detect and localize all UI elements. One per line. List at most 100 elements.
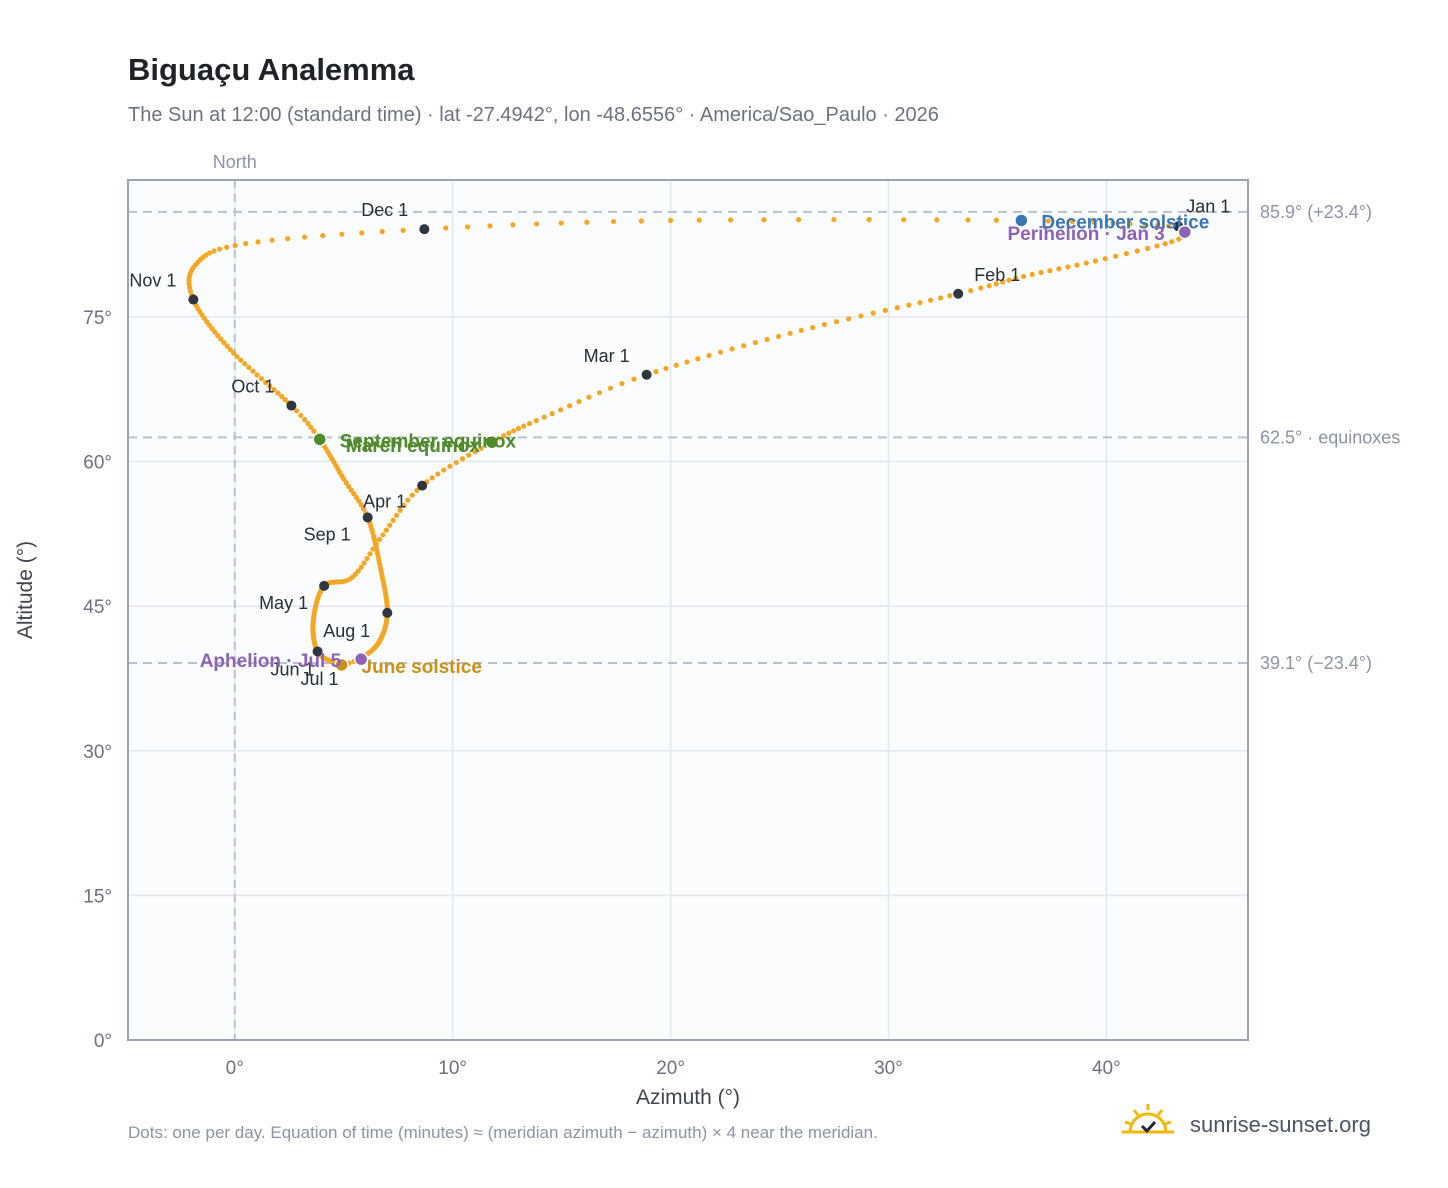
day-dot — [968, 288, 974, 294]
day-dot — [965, 217, 971, 223]
day-dot — [667, 217, 674, 224]
day-dot — [510, 222, 516, 228]
day-dot — [752, 339, 759, 346]
day-dot — [1074, 262, 1080, 268]
day-dot — [858, 313, 864, 319]
day-dot — [576, 398, 582, 405]
day-dot — [501, 433, 507, 439]
x-tick-label: 30° — [874, 1058, 903, 1079]
day-dot — [761, 217, 767, 223]
day-dot — [353, 494, 359, 500]
day-dot — [361, 560, 367, 566]
north-label: North — [213, 152, 257, 172]
month-marker — [188, 294, 199, 305]
day-dot — [400, 227, 406, 233]
day-dot — [358, 502, 364, 508]
chart-subtitle: The Sun at 12:00 (standard time) · lat -… — [128, 104, 939, 126]
day-dot — [348, 487, 354, 493]
day-dot — [1092, 258, 1099, 264]
brand-logo[interactable]: sunrise-sunset.org — [1120, 1100, 1390, 1148]
day-dot — [934, 217, 940, 223]
day-dot — [521, 423, 527, 429]
day-dot — [414, 487, 420, 493]
day-dot — [271, 386, 277, 393]
event-marker — [312, 432, 328, 447]
day-dot — [232, 242, 238, 249]
day-dot — [443, 225, 449, 231]
day-dot — [379, 228, 385, 235]
day-dot — [401, 502, 407, 508]
day-dot — [566, 403, 573, 409]
day-dot — [729, 346, 735, 352]
y-tick-label: 45° — [83, 597, 112, 618]
day-dot — [275, 390, 281, 396]
day-dot — [393, 512, 400, 518]
event-label: Aphelion · Jul 5 — [200, 651, 342, 672]
day-dot — [833, 319, 840, 325]
day-dot — [1083, 260, 1089, 266]
x-tick-label: 20° — [656, 1058, 685, 1079]
month-label: Sep 1 — [304, 524, 351, 544]
day-dot — [447, 463, 453, 469]
day-dot — [250, 368, 256, 374]
day-dot — [238, 357, 244, 363]
day-dot — [1154, 243, 1160, 249]
day-dot — [1020, 273, 1027, 280]
day-dot — [584, 219, 590, 225]
month-label: May 1 — [259, 593, 308, 613]
month-marker — [419, 224, 430, 235]
day-dot — [1091, 219, 1097, 225]
day-dot — [234, 353, 240, 360]
event-marker — [1014, 213, 1029, 228]
day-dot — [787, 330, 793, 336]
day-dot — [506, 430, 512, 436]
month-label: Jul 1 — [301, 669, 339, 689]
x-tick-label: 10° — [438, 1058, 467, 1079]
day-dot — [549, 411, 555, 417]
day-dot — [776, 333, 782, 339]
event-label: Perihelion · Jan 3 — [1007, 224, 1164, 245]
event-label: June solstice — [362, 657, 482, 678]
event-label: September equinox — [340, 431, 517, 452]
month-marker — [953, 288, 964, 299]
day-dot — [728, 217, 734, 223]
day-dot — [533, 418, 539, 424]
day-dot — [596, 390, 603, 396]
day-dot — [1102, 256, 1108, 262]
day-dot — [541, 414, 547, 420]
day-dot — [359, 230, 365, 236]
day-dot — [367, 551, 373, 557]
day-dot — [298, 412, 304, 419]
y-tick-label: 60° — [83, 453, 112, 474]
day-dot — [1134, 248, 1140, 254]
month-label: Mar 1 — [584, 346, 630, 366]
day-dot — [706, 352, 712, 359]
y-tick-label: 0° — [94, 1031, 112, 1052]
day-dot — [364, 555, 370, 562]
day-dot — [360, 506, 367, 512]
day-dot — [515, 425, 522, 432]
day-dot — [215, 332, 221, 339]
brand-name: sunrise-sunset.org — [1190, 1112, 1371, 1137]
day-dot — [1162, 241, 1168, 247]
day-dot — [1069, 218, 1075, 225]
day-dot — [212, 329, 218, 335]
day-dot — [901, 217, 907, 223]
day-dot — [243, 241, 249, 247]
month-label: Jan 1 — [1186, 196, 1230, 216]
day-dot — [870, 310, 876, 316]
month-marker — [319, 580, 330, 591]
day-dot — [339, 231, 345, 237]
day-dot — [663, 365, 669, 372]
day-dot — [487, 223, 493, 229]
day-dot — [1113, 253, 1119, 259]
reference-label: 39.1° (−23.4°) — [1260, 653, 1372, 673]
day-dot — [741, 343, 747, 349]
day-dot — [1038, 269, 1044, 276]
day-dot — [358, 564, 364, 570]
day-dot — [435, 471, 441, 477]
day-dot — [464, 224, 471, 230]
day-dot — [459, 456, 466, 462]
